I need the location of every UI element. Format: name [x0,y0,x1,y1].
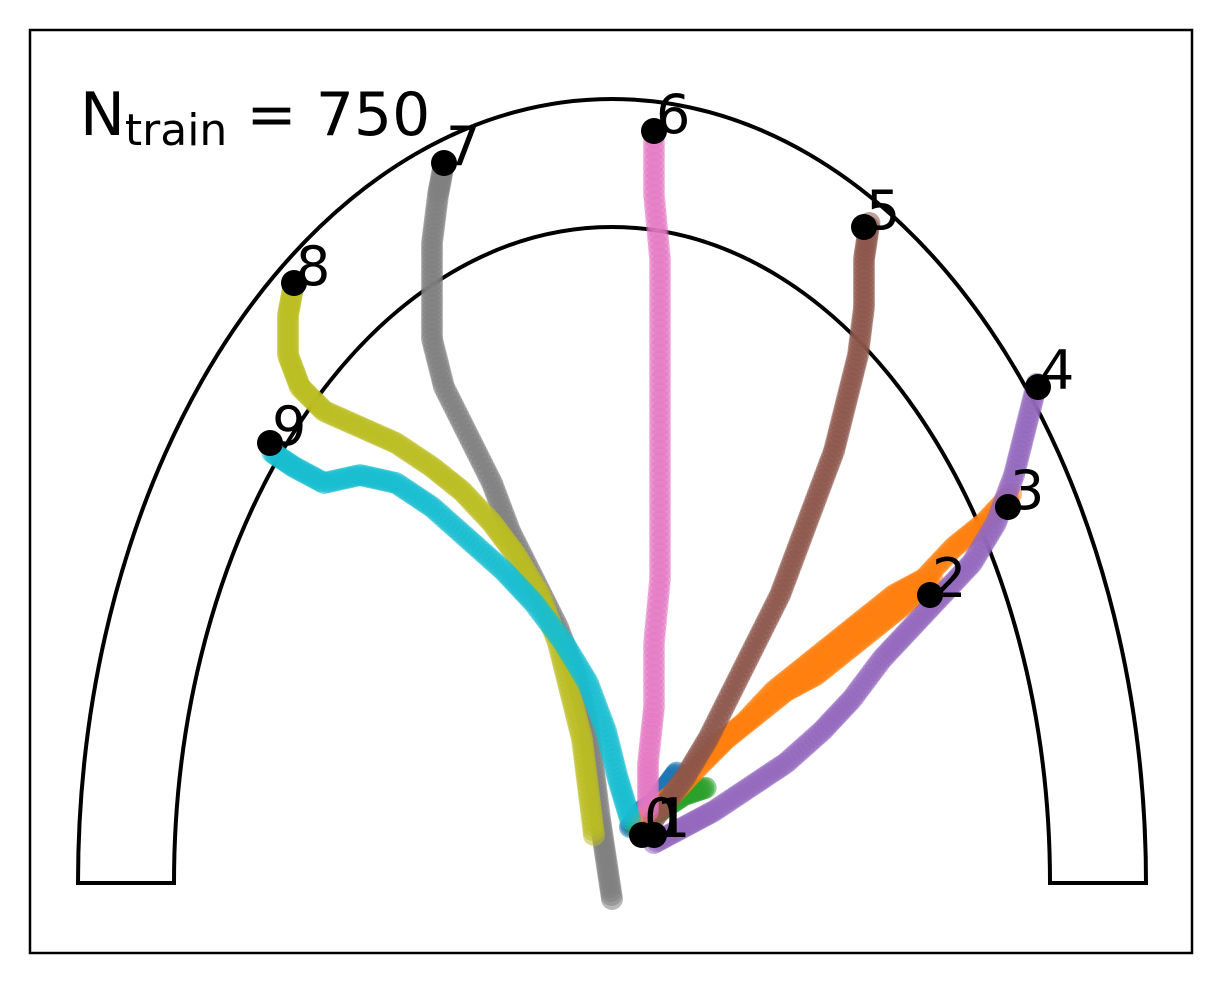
endpoint-label-1: 1 [656,787,690,850]
endpoint-label-4: 4 [1040,339,1074,402]
endpoint-8 [281,270,307,296]
endpoint-label-5: 5 [866,179,900,242]
endpoint-label-6: 6 [656,83,690,146]
trajectory-6 [637,126,671,822]
endpoint-9 [257,430,283,456]
endpoint-4 [1025,374,1051,400]
endpoint-label-8: 8 [296,235,330,298]
annotation: Ntrain = 750 [80,80,430,156]
endpoint-7 [431,150,457,176]
endpoint-2 [917,582,943,608]
endpoint-1 [641,822,667,848]
trajectory-point [694,776,717,799]
trajectory-9 [261,441,641,830]
endpoint-label-9: 9 [272,395,306,458]
trajectory-5 [643,212,881,830]
endpoint-3 [995,494,1021,520]
endpoint-6 [641,118,667,144]
endpoint-label-3: 3 [1010,459,1044,522]
endpoint-5 [851,214,877,240]
endpoint-label-2: 2 [932,547,966,610]
arch-boundary [75,97,1149,885]
endpoint-label-7: 7 [446,115,480,178]
